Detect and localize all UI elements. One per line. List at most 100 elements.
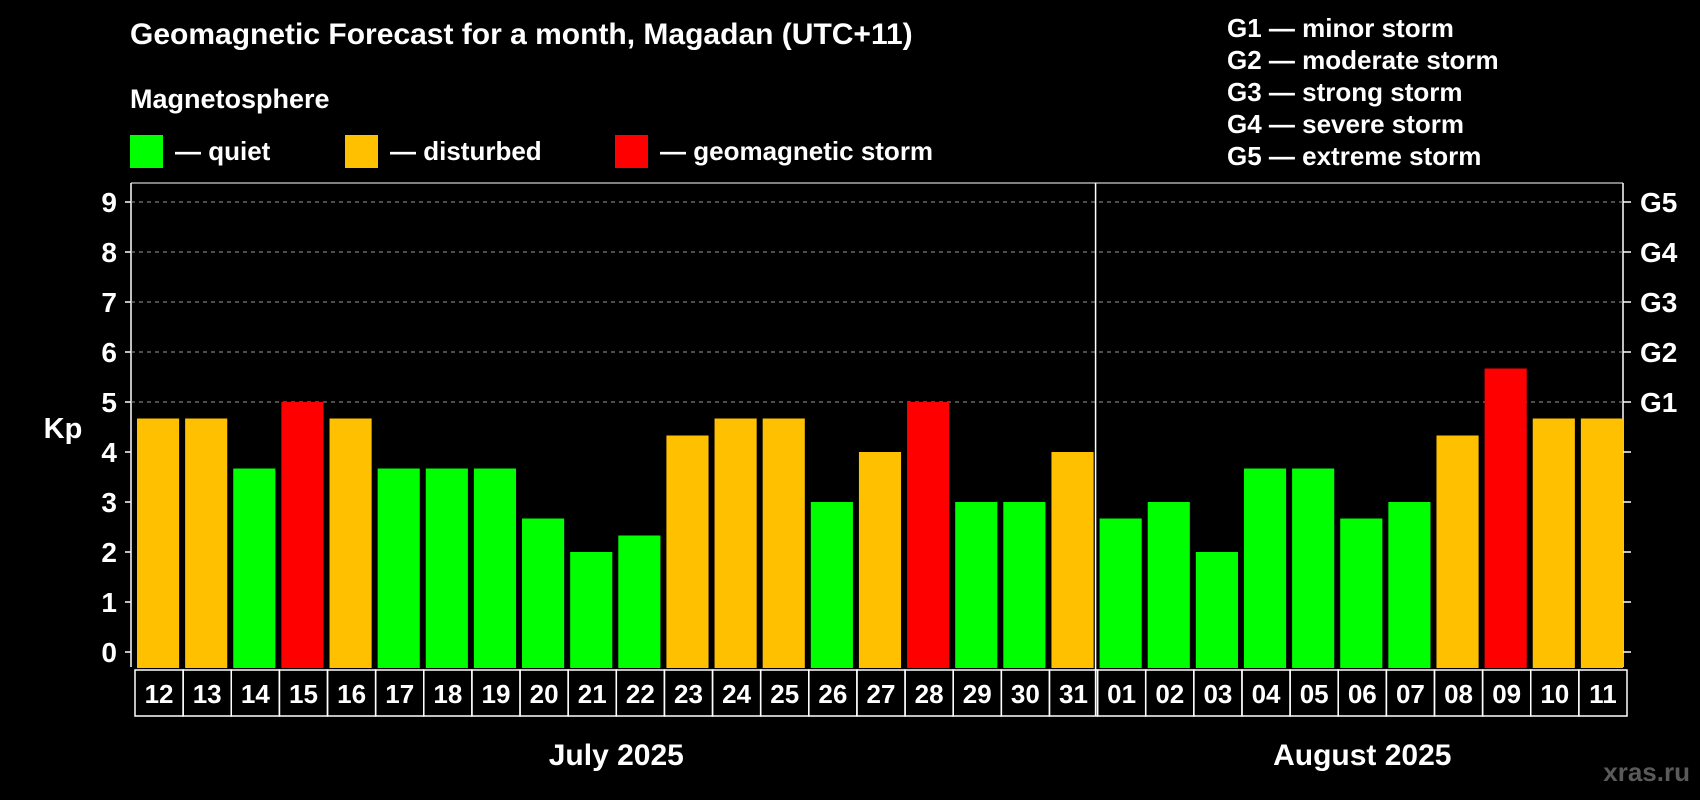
bar: [1051, 452, 1094, 668]
g-level-label: G2: [1640, 337, 1677, 368]
g-level-label: G1: [1640, 387, 1677, 418]
x-tick-label: 08: [1444, 679, 1473, 709]
x-tick-label: 09: [1492, 679, 1521, 709]
bar: [1003, 502, 1046, 668]
y-tick-label: 1: [101, 587, 117, 618]
bar: [425, 468, 468, 668]
x-tick-label: 18: [433, 679, 462, 709]
legend-disturbed-swatch: [345, 134, 378, 168]
x-tick-label: 10: [1540, 679, 1569, 709]
bar: [858, 452, 902, 668]
watermark: xras.ru: [1603, 757, 1690, 787]
legend-quiet-label: — quiet: [175, 135, 271, 166]
bar: [473, 468, 517, 668]
bar: [1484, 368, 1527, 668]
bar: [618, 535, 661, 668]
g-legend-item: G4 — severe storm: [1227, 109, 1465, 139]
day-label-box: [1578, 669, 1628, 717]
y-tick-label: 2: [101, 537, 117, 568]
bar: [907, 402, 950, 668]
bar: [1580, 418, 1623, 668]
legend-storm: — geomagnetic storm: [615, 134, 933, 168]
legend-disturbed: — disturbed: [345, 134, 542, 168]
x-tick-label: 06: [1348, 679, 1377, 709]
bar: [1340, 518, 1383, 668]
g-level-label: G4: [1640, 237, 1678, 268]
legend-quiet: — quiet: [130, 134, 270, 168]
x-tick-label: 19: [482, 679, 511, 709]
bar: [137, 418, 180, 668]
bar: [1436, 435, 1479, 668]
x-tick-label: 20: [530, 679, 559, 709]
x-tick-label: 23: [674, 679, 703, 709]
g-legend-item: G1 — minor storm: [1227, 13, 1454, 43]
x-tick-label: 17: [385, 679, 414, 709]
y-axis-label: Kp: [44, 413, 83, 445]
bar: [522, 518, 565, 668]
legend-storm-swatch: [615, 134, 648, 168]
bar: [281, 402, 324, 668]
x-tick-label: 13: [193, 679, 222, 709]
x-tick-label: 30: [1011, 679, 1040, 709]
bar: [810, 502, 853, 668]
x-tick-label: 25: [770, 679, 799, 709]
month-label: July 2025: [549, 739, 684, 772]
legend-disturbed-label: — disturbed: [390, 135, 542, 166]
x-tick-label: 11: [1589, 679, 1617, 709]
bar: [714, 418, 757, 668]
bar: [762, 418, 805, 668]
x-tick-label: 27: [867, 679, 896, 709]
month-label: August 2025: [1273, 739, 1451, 772]
x-tick-label: 12: [145, 679, 174, 709]
bar: [377, 468, 420, 668]
x-tick-label: 22: [626, 679, 655, 709]
x-tick-label: 24: [722, 679, 751, 709]
x-tick-label: 07: [1396, 679, 1425, 709]
bar: [1292, 468, 1335, 668]
y-tick-label: 9: [101, 187, 117, 218]
y-tick-label: 8: [101, 237, 117, 268]
x-tick-label: 15: [289, 679, 318, 709]
bar: [185, 418, 228, 668]
y-tick-label: 4: [101, 437, 117, 468]
x-tick-label: 28: [915, 679, 944, 709]
y-tick-label: 3: [101, 487, 117, 518]
x-tick-label: 05: [1300, 679, 1329, 709]
y-tick-label: 6: [101, 337, 117, 368]
x-tick-label: 29: [963, 679, 992, 709]
x-tick-label: 26: [818, 679, 847, 709]
bar: [666, 435, 709, 668]
g-legend-item: G5 — extreme storm: [1227, 141, 1482, 171]
bar: [570, 552, 613, 668]
legend-quiet-swatch: [130, 134, 163, 168]
x-tick-label: 04: [1252, 679, 1281, 709]
bar: [329, 418, 372, 668]
bar: [1147, 502, 1190, 668]
g-legend-item: G3 — strong storm: [1227, 77, 1463, 107]
x-tick-label: 14: [241, 679, 270, 709]
bar: [233, 468, 276, 668]
bar: [1532, 418, 1575, 668]
y-tick-label: 7: [101, 287, 117, 318]
g-scale-legend: G1 — minor storm G2 — moderate storm G3 …: [1227, 12, 1499, 172]
x-tick-label: 02: [1155, 679, 1184, 709]
chart-title: Geomagnetic Forecast for a month, Magada…: [130, 18, 913, 51]
g-legend-item: G2 — moderate storm: [1227, 45, 1499, 75]
legend-storm-label: — geomagnetic storm: [660, 135, 934, 166]
x-tick-label: 01: [1107, 679, 1136, 709]
bar: [1388, 502, 1431, 668]
bar: [955, 502, 998, 668]
x-tick-label: 31: [1059, 679, 1088, 709]
x-tick-label: 16: [337, 679, 366, 709]
bar: [1243, 468, 1287, 668]
g-level-label: G3: [1640, 287, 1677, 318]
legend-subtitle: Magnetosphere: [130, 84, 330, 114]
x-tick-label: 21: [578, 679, 607, 709]
y-tick-label: 5: [101, 387, 117, 418]
g-level-label: G5: [1640, 187, 1677, 218]
x-tick-label: 03: [1203, 679, 1232, 709]
bar: [1195, 552, 1238, 668]
bar: [1099, 518, 1142, 668]
y-tick-label: 0: [101, 637, 117, 668]
